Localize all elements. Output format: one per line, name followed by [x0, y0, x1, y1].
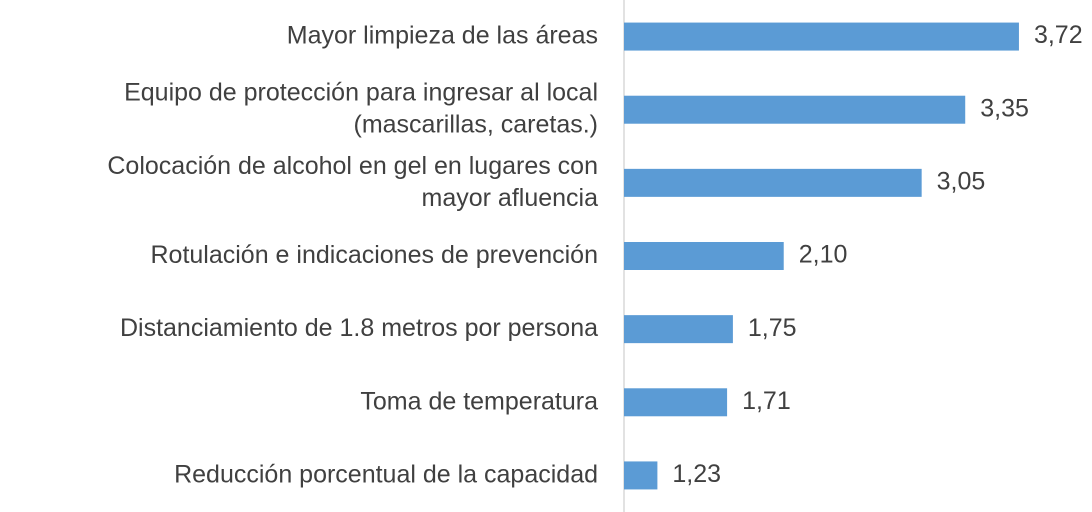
bar [624, 95, 966, 124]
value-label: 1,75 [748, 314, 797, 342]
bar [624, 315, 733, 344]
bar [624, 22, 1019, 51]
category-label: Equipo de protección para ingresar al lo… [124, 78, 598, 138]
category-label: Rotulación e indicaciones de prevención [150, 241, 598, 269]
value-label: 3,72 [1034, 21, 1083, 49]
bar [624, 168, 922, 197]
bar [624, 461, 658, 490]
bar [624, 242, 784, 270]
category-label: Toma de temperatura [360, 387, 598, 415]
value-label: 1,23 [672, 460, 721, 488]
category-label: Reducción porcentual de la capacidad [174, 460, 598, 488]
value-label: 2,10 [799, 241, 848, 269]
category-label: Mayor limpieza de las áreas [287, 21, 598, 49]
bar [624, 388, 728, 417]
category-label: Distanciamiento de 1.8 metros por person… [120, 314, 598, 342]
value-label: 3,35 [980, 94, 1029, 122]
value-label: 1,71 [742, 387, 791, 415]
value-label: 3,05 [937, 167, 986, 195]
category-label: Colocación de alcohol en gel en lugares … [107, 151, 598, 211]
